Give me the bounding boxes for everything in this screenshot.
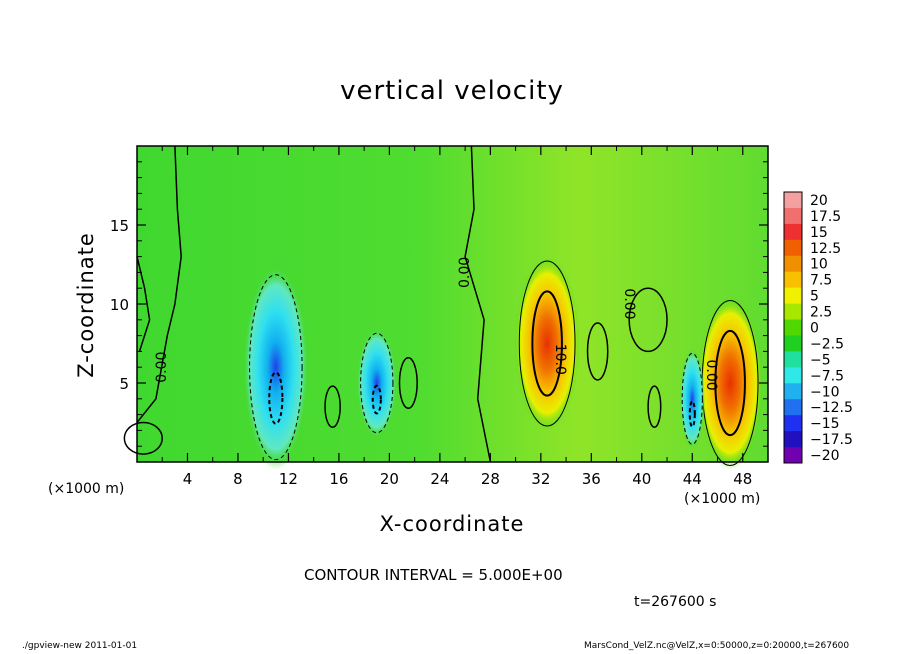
- zero-contour-line: [123, 421, 163, 455]
- colorbar-label: −5: [810, 352, 831, 368]
- colorbar-label: −12.5: [810, 400, 853, 416]
- colorbar-label: −15: [810, 416, 840, 432]
- contour-label: 0.00: [154, 352, 170, 383]
- colorbar-label: 12.5: [810, 241, 841, 257]
- colorbar-label: 17.5: [810, 209, 841, 225]
- x-tick-label: 20: [380, 470, 399, 488]
- zero-contour-line: [586, 322, 609, 381]
- contour-label: 0.00: [703, 360, 719, 391]
- footer-program: ./gpview-new 2011-01-01: [22, 641, 138, 651]
- colorbar-label: −20: [810, 448, 840, 464]
- colorbar-swatch: [784, 367, 802, 384]
- x-tick-label: 4: [183, 470, 193, 488]
- colorbar-swatch: [784, 383, 802, 400]
- updraft-region: [697, 296, 763, 470]
- colorbar-swatch: [784, 399, 802, 416]
- downdraft-region: [243, 264, 309, 470]
- contour-line: [688, 400, 696, 428]
- colorbar-swatch: [784, 287, 802, 305]
- updraft-region: [514, 256, 580, 431]
- contour-interval-label: CONTOUR INTERVAL = 5.000E+00: [304, 566, 563, 584]
- colorbar-label: 20: [810, 193, 828, 209]
- colorbar-swatch: [784, 207, 802, 225]
- x-tick-label: 36: [582, 470, 601, 488]
- contour-line: [518, 260, 576, 427]
- contour-label: 10.0: [552, 344, 568, 375]
- colorbar-swatch: [784, 192, 802, 209]
- x-tick-label: 28: [481, 470, 500, 488]
- y-tick-label: 15: [110, 217, 129, 235]
- contour-label: 0.00: [621, 288, 637, 319]
- y-tick-label: 5: [119, 375, 129, 393]
- colorbar-swatch: [784, 415, 802, 432]
- y-tick-label: 10: [110, 296, 129, 314]
- colorbar-label: 0: [810, 321, 819, 337]
- colorbar-label: 2.5: [810, 305, 832, 321]
- colorbar-label: 15: [810, 225, 828, 241]
- x-unit-label-left: (×1000 m): [48, 481, 125, 497]
- colorbar-label: 10: [810, 257, 828, 273]
- x-tick-label: 12: [279, 470, 298, 488]
- colorbar-swatch: [784, 223, 802, 241]
- x-tick-label: 24: [430, 470, 449, 488]
- colorbar-swatch: [784, 335, 802, 352]
- x-axis-label: X-coordinate: [379, 512, 525, 536]
- colorbar-label: −7.5: [810, 368, 844, 384]
- colorbar-swatch: [784, 431, 802, 448]
- colorbar-swatch: [784, 271, 802, 289]
- downdraft-region: [356, 327, 397, 439]
- chart-title: vertical velocity: [340, 76, 564, 106]
- colorbar-label: 7.5: [810, 273, 832, 289]
- x-tick-label: 40: [632, 470, 651, 488]
- contour-line: [249, 274, 303, 461]
- y-axis-label: Z-coordinate: [74, 232, 98, 378]
- colorbar-swatch: [784, 303, 802, 321]
- colorbar-label: −2.5: [810, 336, 844, 352]
- contour-label: 0.00: [457, 257, 473, 288]
- x-tick-label: 16: [329, 470, 348, 488]
- colorbar-swatch: [784, 239, 802, 257]
- colorbar-frame: [783, 191, 803, 464]
- x-tick-label: 32: [531, 470, 550, 488]
- downdraft-region: [679, 348, 705, 450]
- contour-line: [268, 371, 284, 425]
- colorbar-swatch: [784, 319, 802, 336]
- contour-line: [360, 332, 394, 434]
- contour-line: [531, 290, 563, 397]
- colorbar-swatch: [784, 351, 802, 368]
- time-label: t=267600 s: [634, 594, 717, 610]
- zero-contour-line: [324, 385, 341, 428]
- contour-line: [681, 352, 703, 445]
- colorbar-swatch: [784, 255, 802, 273]
- zero-contour-line: [628, 287, 668, 353]
- plot-background: [137, 146, 768, 462]
- colorbar-swatch: [784, 447, 802, 464]
- zero-contour-line: [136, 145, 182, 423]
- zero-contour-line: [464, 145, 492, 463]
- footer-source: MarsCond_VelZ.nc@VelZ,x=0:50000,z=0:2000…: [584, 641, 850, 651]
- colorbar-label: −10: [810, 384, 840, 400]
- zero-contour-line: [647, 385, 662, 428]
- x-tick-label: 48: [733, 470, 752, 488]
- x-tick-label: 44: [683, 470, 702, 488]
- zero-contour-line: [398, 356, 418, 410]
- colorbar-label: 5: [810, 289, 819, 305]
- contour-line: [714, 329, 746, 437]
- colorbar-label: −17.5: [810, 432, 853, 448]
- contour-line: [371, 384, 382, 415]
- x-tick-label: 8: [233, 470, 243, 488]
- x-unit-label-right: (×1000 m): [684, 491, 761, 507]
